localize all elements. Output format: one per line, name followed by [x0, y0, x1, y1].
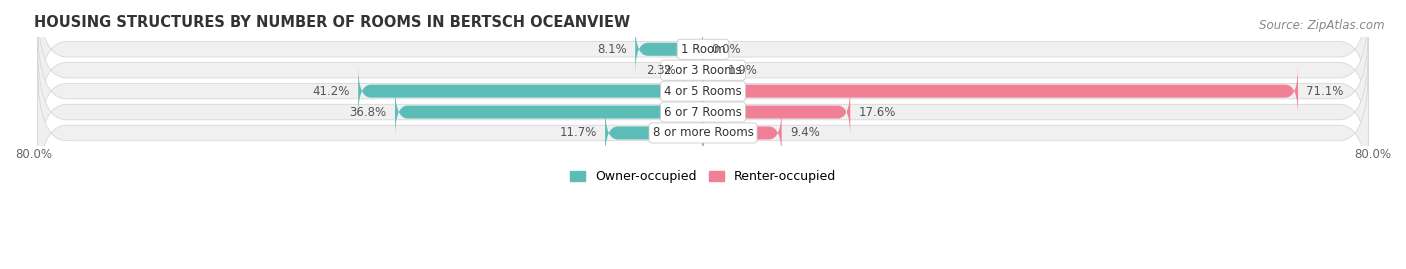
- Text: 8.1%: 8.1%: [598, 43, 627, 56]
- Text: 17.6%: 17.6%: [859, 105, 896, 119]
- Text: 36.8%: 36.8%: [350, 105, 387, 119]
- FancyBboxPatch shape: [703, 87, 851, 137]
- Text: 71.1%: 71.1%: [1306, 85, 1344, 98]
- Text: 41.2%: 41.2%: [312, 85, 350, 98]
- FancyBboxPatch shape: [636, 24, 703, 74]
- FancyBboxPatch shape: [38, 5, 1368, 136]
- FancyBboxPatch shape: [38, 68, 1368, 199]
- Text: 6 or 7 Rooms: 6 or 7 Rooms: [664, 105, 742, 119]
- Text: 4 or 5 Rooms: 4 or 5 Rooms: [664, 85, 742, 98]
- Text: 1 Room: 1 Room: [681, 43, 725, 56]
- Legend: Owner-occupied, Renter-occupied: Owner-occupied, Renter-occupied: [565, 165, 841, 188]
- FancyBboxPatch shape: [359, 66, 703, 116]
- FancyBboxPatch shape: [703, 108, 782, 158]
- FancyBboxPatch shape: [703, 45, 718, 95]
- Text: 0.0%: 0.0%: [711, 43, 741, 56]
- Text: HOUSING STRUCTURES BY NUMBER OF ROOMS IN BERTSCH OCEANVIEW: HOUSING STRUCTURES BY NUMBER OF ROOMS IN…: [34, 15, 630, 30]
- Text: 2.3%: 2.3%: [645, 64, 675, 77]
- Text: Source: ZipAtlas.com: Source: ZipAtlas.com: [1260, 19, 1385, 32]
- Text: 1.9%: 1.9%: [727, 64, 758, 77]
- FancyBboxPatch shape: [395, 87, 703, 137]
- Text: 11.7%: 11.7%: [560, 126, 596, 139]
- FancyBboxPatch shape: [38, 0, 1368, 115]
- Text: 8 or more Rooms: 8 or more Rooms: [652, 126, 754, 139]
- Text: 2 or 3 Rooms: 2 or 3 Rooms: [664, 64, 742, 77]
- FancyBboxPatch shape: [703, 66, 1298, 116]
- FancyBboxPatch shape: [605, 108, 703, 158]
- FancyBboxPatch shape: [38, 47, 1368, 178]
- FancyBboxPatch shape: [38, 26, 1368, 157]
- FancyBboxPatch shape: [683, 45, 703, 95]
- Text: 9.4%: 9.4%: [790, 126, 820, 139]
